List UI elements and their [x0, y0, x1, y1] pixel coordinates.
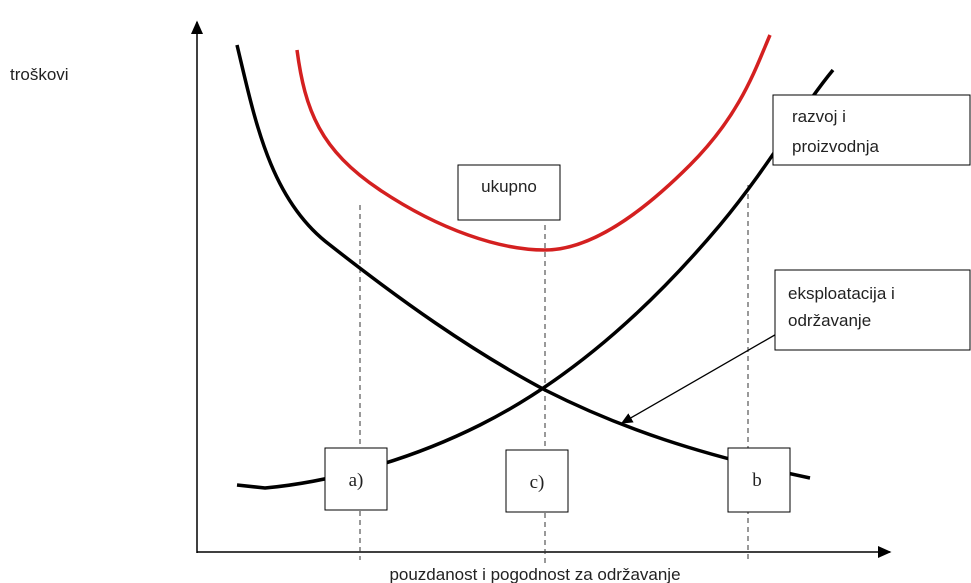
curve-label: ukupno	[481, 177, 537, 196]
point-label: b	[752, 470, 762, 491]
label-box	[772, 94, 971, 166]
curve-label: proizvodnja	[792, 137, 879, 156]
x-axis-label: pouzdanost i pogodnost za održavanje	[389, 565, 680, 583]
point-box	[727, 447, 791, 513]
point-label: a)	[349, 470, 364, 491]
pointer-arrow	[620, 331, 781, 424]
point-box	[505, 449, 569, 513]
operation-curve	[235, 44, 811, 480]
curve-label: eksploatacija i	[788, 284, 895, 303]
curve-label: održavanje	[788, 311, 871, 330]
point-box	[324, 447, 388, 511]
point-label: c)	[530, 472, 545, 493]
development-curve	[236, 68, 835, 490]
curve-label: razvoj i	[792, 107, 846, 126]
y-axis-label: troškovi	[10, 65, 69, 84]
label-box	[774, 269, 971, 351]
label-box	[457, 164, 561, 221]
total-curve	[295, 34, 772, 252]
